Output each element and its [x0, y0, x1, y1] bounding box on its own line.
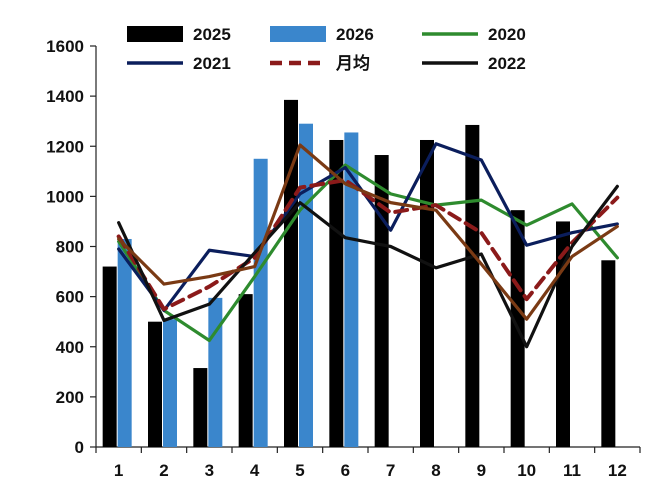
legend: 2025 2026 2020 2021 月均 2022	[127, 25, 526, 73]
y-tick-label: 1400	[46, 87, 84, 106]
x-tick-label: 7	[386, 461, 395, 480]
x-tick-label: 6	[341, 461, 350, 480]
y-tick-label: 600	[56, 288, 84, 307]
x-tick-label: 8	[431, 461, 440, 480]
legend-label-月均: 月均	[335, 53, 370, 73]
x-tick-label: 9	[477, 461, 486, 480]
bar-2026-1	[117, 238, 132, 447]
legend-label-2026: 2026	[336, 25, 374, 44]
line-series-月均	[116, 178, 620, 312]
legend-label-2020: 2020	[488, 25, 526, 44]
bar-2025-12	[601, 260, 616, 447]
bar-2025-7	[374, 155, 389, 447]
bar-2025-3	[193, 368, 208, 447]
y-tick-label: 0	[75, 438, 84, 457]
lines	[116, 142, 620, 349]
legend-label-2021: 2021	[193, 54, 231, 73]
bar-2025-4	[238, 294, 253, 447]
y-tick-label: 400	[56, 338, 84, 357]
bar-2026-2	[163, 319, 177, 447]
legend-label-2022: 2022	[488, 54, 526, 73]
x-tick-label: 4	[250, 461, 260, 480]
bar-2026-5	[299, 123, 313, 447]
y-tick-label: 200	[56, 388, 84, 407]
y-tick-label: 1000	[46, 187, 84, 206]
bar-2025-5	[284, 99, 298, 448]
x-tick-label: 10	[517, 461, 536, 480]
line-series-2022	[117, 184, 619, 349]
x-tick-label: 11	[563, 461, 581, 480]
bars	[102, 99, 616, 448]
line-series-2021	[117, 142, 619, 313]
bar-2026-6	[344, 132, 359, 447]
legend-swatch-2026	[270, 26, 326, 42]
bar-2026-3	[208, 297, 223, 447]
x-tick-label: 5	[295, 461, 304, 480]
line-series-series-4	[117, 143, 619, 321]
x-tick-label: 2	[159, 461, 168, 480]
x-tick-label: 3	[205, 461, 214, 480]
x-axis: 1 2 3 4 5 6 7 8 9 10 11 12	[95, 446, 641, 480]
bar-2026-4	[253, 158, 268, 447]
y-tick-label: 1200	[46, 137, 84, 156]
y-axis: 0 200 400 600 800 1000 1200 1400 1600	[46, 37, 97, 457]
legend-label-2025: 2025	[193, 25, 231, 44]
y-tick-label: 1600	[46, 37, 84, 56]
bar-2025-6	[329, 139, 344, 447]
line-series-2020	[117, 163, 619, 343]
x-tick-label: 12	[608, 461, 627, 480]
bar-2025-2	[148, 321, 162, 447]
bar-2025-8	[420, 139, 434, 447]
bar-2025-1	[102, 266, 117, 447]
legend-swatch-2025	[127, 26, 183, 42]
x-tick-label: 1	[114, 461, 123, 480]
y-tick-label: 800	[56, 238, 84, 257]
bar-2025-9	[465, 124, 480, 448]
